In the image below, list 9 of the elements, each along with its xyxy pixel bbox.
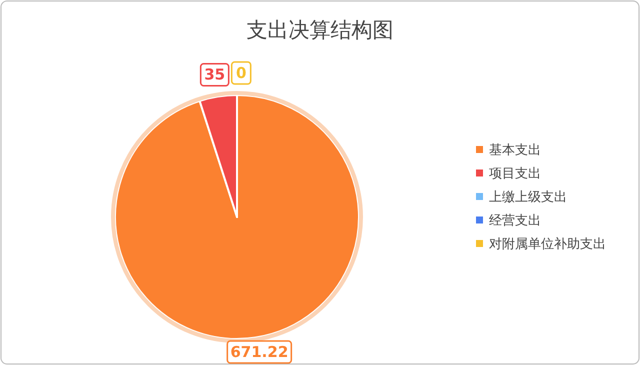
legend-label: 基本支出 <box>489 143 541 158</box>
data-label: 671.22 <box>230 343 288 361</box>
chart-title: 支出决算结构图 <box>246 18 394 42</box>
legend-label: 上缴上级支出 <box>489 190 567 205</box>
legend-label: 对附属单位补助支出 <box>489 237 606 252</box>
legend-label: 项目支出 <box>489 166 541 182</box>
legend-label: 经营支出 <box>489 214 541 228</box>
data-label: 35 <box>204 66 226 84</box>
text: 0 <box>236 64 246 82</box>
